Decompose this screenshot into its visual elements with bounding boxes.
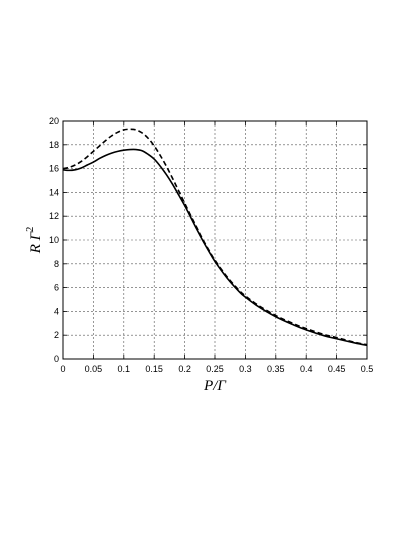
y-axis-label-superscript: 2: [25, 227, 36, 232]
y-tick-label: 18: [49, 140, 59, 150]
y-tick-label: 8: [54, 259, 59, 269]
y-tick-label: 2: [54, 330, 59, 340]
y-tick-label: 14: [49, 187, 59, 197]
y-tick-label: 4: [54, 306, 59, 316]
x-tick-label: 0.45: [328, 364, 346, 374]
dashed-series-line: [62, 128, 368, 346]
y-tick-label: 20: [49, 116, 59, 126]
y-tick-label: 12: [49, 211, 59, 221]
y-tick-labels: 0 2 4 6 8 10 12 14 16 18 20: [49, 116, 59, 364]
y-tick-label: 10: [49, 235, 59, 245]
y-tick-label: 16: [49, 164, 59, 174]
solid-series-line: [62, 148, 368, 347]
x-tick-label: 0.35: [267, 364, 285, 374]
x-tick-label: 0.3: [239, 364, 252, 374]
x-tick-label: 0.25: [206, 364, 224, 374]
tick-marks: [62, 120, 368, 360]
y-axis-label-main: R Γ: [28, 230, 44, 254]
x-axis-label: P/Γ: [203, 378, 227, 394]
series-group: [62, 128, 368, 347]
x-tick-label: 0: [60, 364, 65, 374]
x-tick-labels: 0 0.05 0.1 0.15 0.2 0.25 0.3 0.35 0.4 0.45 0.5: [60, 364, 373, 374]
grid-lines: [63, 121, 367, 359]
x-tick-label: 0.1: [118, 364, 131, 374]
x-tick-label: 0.15: [145, 364, 163, 374]
x-tick-label: 0.5: [361, 364, 374, 374]
y-tick-label: 0: [54, 354, 59, 364]
x-tick-label: 0.2: [178, 364, 191, 374]
x-tick-label: 0.05: [85, 364, 103, 374]
y-tick-label: 6: [54, 283, 59, 293]
y-axis-label: R Γ2: [25, 227, 44, 254]
x-tick-label: 0.4: [300, 364, 313, 374]
